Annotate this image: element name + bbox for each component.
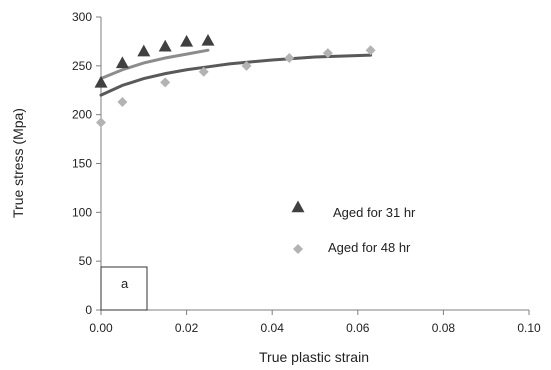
x-tick-label: 0.06: [346, 321, 370, 335]
y-tick-label: 300: [72, 10, 92, 24]
fit-line-series-0: [99, 48, 210, 81]
triangle-marker-series-0: [137, 44, 151, 57]
x-tick-label: 0.04: [261, 321, 285, 335]
triangle-marker-series-0: [180, 34, 194, 47]
fit-line-series-1: [99, 53, 373, 97]
diamond-marker-series-1: [322, 48, 333, 59]
x-tick-label: 0.02: [175, 321, 199, 335]
panel-label: a: [121, 276, 129, 291]
y-tick-label: 150: [72, 157, 92, 171]
legend-label-aged-48: Aged for 48 hr: [328, 240, 411, 255]
diamond-marker-series-1: [96, 117, 106, 128]
data-points: [94, 33, 376, 128]
diamond-marker-series-1: [198, 66, 209, 77]
y-axis-ticks: 0 50 100 150 200 250 300: [72, 10, 101, 317]
x-tick-label: 0.00: [89, 321, 113, 335]
triangle-marker-series-0: [158, 39, 172, 52]
x-tick-label: 0.08: [432, 321, 456, 335]
x-axis-title: True plastic strain: [259, 349, 369, 365]
diamond-marker-series-1: [160, 77, 171, 88]
diamond-marker-series-1: [241, 60, 252, 71]
triangle-marker-series-0: [115, 56, 129, 69]
y-tick-label: 200: [72, 108, 92, 122]
panel-label-box: [100, 266, 148, 311]
diamond-marker-series-1: [365, 45, 376, 56]
x-tick-label: 0.10: [517, 321, 541, 335]
y-axis-title: True stress (Mpa): [10, 108, 26, 218]
triangle-marker-series-0: [201, 33, 215, 46]
legend: Aged for 31 hr Aged for 48 hr: [291, 200, 416, 255]
x-axis-ticks: 0.00 0.02 0.04 0.06 0.08 0.10: [89, 310, 541, 335]
y-tick-label: 0: [85, 303, 92, 317]
diamond-marker-series-1: [284, 53, 295, 64]
legend-label-aged-31: Aged for 31 hr: [333, 205, 416, 220]
fit-lines: [99, 48, 373, 97]
y-tick-label: 50: [79, 254, 93, 268]
y-tick-label: 250: [72, 59, 92, 73]
y-tick-label: 100: [72, 205, 92, 219]
diamond-marker-series-1: [117, 96, 128, 107]
triangle-marker-series-0: [94, 75, 108, 88]
legend-marker-aged-48: [293, 244, 303, 254]
legend-marker-aged-31: [291, 200, 305, 213]
